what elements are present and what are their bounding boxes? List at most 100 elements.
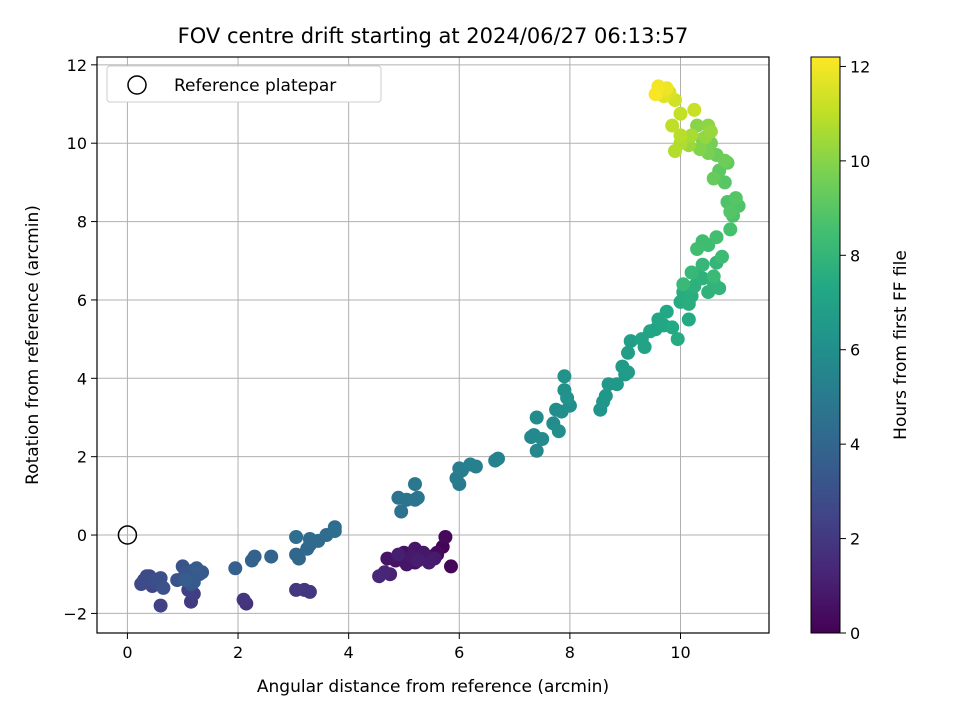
data-point [684, 265, 699, 280]
colorbar: 0 2 4 6 8 10 12 Hours from first FF file [810, 56, 911, 643]
data-point [695, 271, 710, 286]
x-tick-label: 0 [122, 643, 132, 662]
x-axis: 0 2 4 6 8 10 [122, 633, 691, 662]
data-point [189, 561, 204, 576]
data-point [668, 144, 682, 158]
data-point [681, 312, 696, 327]
data-point [665, 320, 680, 335]
data-point [394, 504, 409, 519]
data-point [153, 598, 168, 613]
data-point [684, 128, 699, 143]
data-point [717, 153, 732, 168]
data-point [372, 569, 387, 584]
legend-open-circle-icon [127, 75, 147, 95]
data-point [438, 530, 453, 544]
data-point [676, 277, 691, 292]
colorbar-ticks: 0 2 4 6 8 10 12 [840, 57, 870, 643]
x-tick-label: 8 [565, 643, 575, 662]
data-point [380, 551, 395, 566]
data-point [715, 249, 729, 264]
data-point [673, 106, 688, 121]
data-point [491, 451, 505, 466]
data-points [134, 79, 746, 613]
data-point [244, 553, 259, 568]
data-point [444, 559, 458, 574]
y-axis: −2 0 2 4 6 8 10 12 [63, 56, 97, 623]
grid-lines [97, 57, 769, 633]
y-axis-label: Rotation from reference (arcmin) [23, 205, 43, 485]
x-tick-label: 6 [454, 643, 464, 662]
data-point [648, 87, 663, 102]
colorbar-gradient [810, 56, 841, 634]
y-tick-label: 0 [77, 526, 87, 545]
data-point [709, 230, 724, 245]
reference-platepar-marker [117, 525, 138, 545]
data-point [410, 490, 425, 505]
data-point [291, 551, 306, 566]
legend-label-reference-platepar: Reference platepar [174, 76, 336, 96]
data-point [706, 171, 721, 186]
y-tick-label: 6 [77, 291, 87, 310]
data-point [557, 369, 572, 384]
data-point [452, 461, 467, 476]
data-point [529, 410, 544, 425]
data-point [623, 334, 638, 349]
data-point [327, 524, 342, 539]
data-point [236, 592, 251, 607]
colorbar-tick-label: 2 [850, 530, 860, 549]
data-point [609, 377, 624, 392]
data-point [621, 365, 635, 380]
y-tick-label: 8 [77, 213, 87, 232]
data-point [560, 390, 575, 405]
data-point [637, 340, 652, 354]
data-point [670, 332, 685, 347]
data-point [695, 257, 710, 272]
data-point [408, 477, 422, 492]
data-point [535, 432, 550, 446]
colorbar-tick-label: 6 [850, 341, 860, 360]
data-point [621, 345, 635, 360]
data-point [706, 269, 721, 284]
data-point [723, 222, 738, 237]
data-point [551, 424, 566, 439]
data-point [228, 561, 243, 576]
colorbar-tick-label: 10 [850, 152, 870, 171]
x-tick-label: 10 [670, 643, 690, 662]
data-point [289, 582, 304, 597]
colorbar-tick-label: 8 [850, 246, 860, 265]
colorbar-tick-label: 0 [850, 624, 860, 643]
legend-box [106, 65, 382, 103]
data-point [289, 530, 304, 544]
chart-title: FOV centre drift starting at 2024/06/27 … [178, 24, 689, 48]
x-tick-label: 4 [344, 643, 354, 662]
data-point [421, 555, 436, 570]
data-point [410, 553, 425, 568]
y-tick-label: 4 [77, 369, 87, 388]
data-point [665, 118, 680, 133]
data-point [178, 573, 193, 588]
data-point [264, 549, 279, 564]
y-tick-label: 12 [67, 56, 87, 75]
data-point [156, 580, 171, 595]
y-tick-label: 10 [67, 134, 87, 153]
data-point [673, 128, 688, 143]
legend: Reference platepar [106, 65, 382, 103]
colorbar-tick-label: 4 [850, 435, 860, 454]
data-point [302, 532, 317, 546]
data-point [598, 388, 613, 403]
data-point [659, 304, 674, 319]
data-point [712, 281, 727, 296]
colorbar-label: Hours from first FF file [891, 250, 911, 440]
x-tick-label: 2 [233, 643, 243, 662]
data-point [703, 124, 718, 139]
colorbar-tick-label: 12 [850, 57, 870, 76]
data-point [692, 142, 707, 157]
data-point [463, 457, 478, 472]
x-axis-label: Angular distance from reference (arcmin) [257, 677, 609, 697]
data-point [529, 443, 544, 458]
data-point [391, 547, 406, 562]
data-point [690, 242, 705, 256]
plot-frame [96, 56, 770, 634]
data-point [728, 191, 743, 206]
